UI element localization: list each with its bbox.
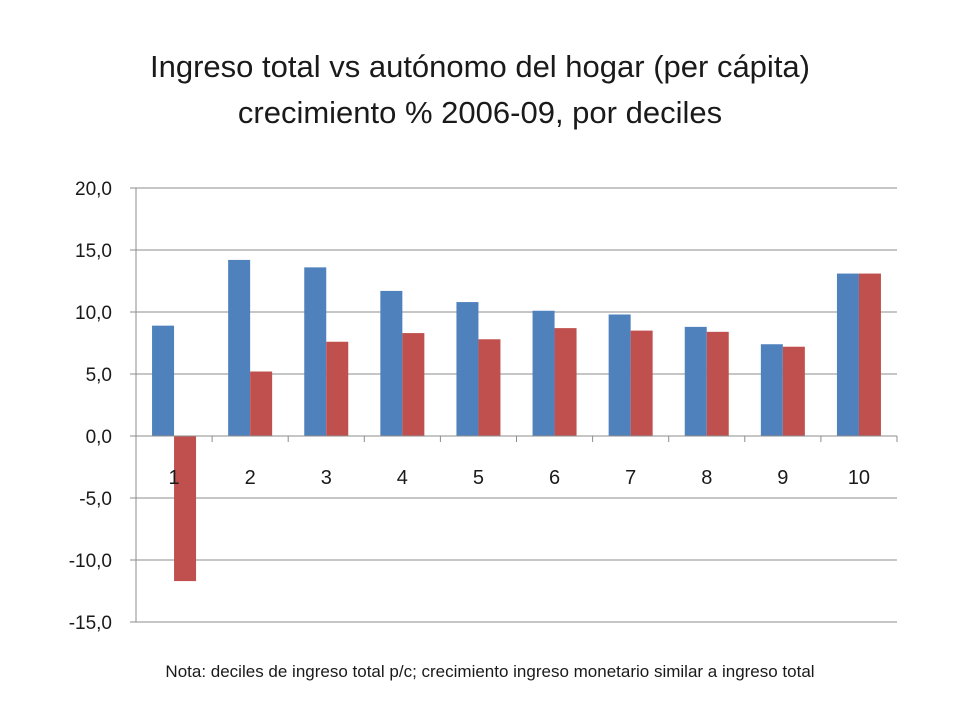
bar-series-2 xyxy=(630,330,653,436)
bar-series-2 xyxy=(858,273,881,436)
bar-series-2 xyxy=(554,328,577,436)
y-tick-label: -15,0 xyxy=(69,613,112,634)
bar-series-1 xyxy=(836,273,859,436)
x-category-label: 7 xyxy=(625,467,636,489)
y-tick-label: 10,0 xyxy=(75,303,112,324)
bar-series-1 xyxy=(152,325,175,436)
chart-note: Nota: deciles de ingreso total p/c; crec… xyxy=(165,662,815,681)
x-category-label: 1 xyxy=(168,467,179,489)
x-category-label: 5 xyxy=(473,467,484,489)
bar-series-2 xyxy=(478,339,501,436)
x-category-label: 6 xyxy=(549,467,560,489)
bar-series-1 xyxy=(228,259,251,436)
x-category-label: 8 xyxy=(701,467,712,489)
bar-series-1 xyxy=(608,314,631,436)
y-tick-label: -5,0 xyxy=(79,489,112,510)
chart-title-line-1: Ingreso total vs autónomo del hogar (per… xyxy=(150,49,810,84)
bar-series-1 xyxy=(532,310,555,436)
bar-series-2 xyxy=(402,333,425,436)
bar-series-1 xyxy=(760,344,783,436)
bar-series-1 xyxy=(456,302,479,436)
bar-series-1 xyxy=(684,326,707,436)
bar-series-2 xyxy=(782,346,805,436)
bar-series-2 xyxy=(706,331,729,436)
bar-series-1 xyxy=(380,290,403,436)
y-tick-label: 5,0 xyxy=(86,365,112,386)
x-category-label: 4 xyxy=(397,467,408,489)
y-tick-label: 15,0 xyxy=(75,241,112,262)
x-category-label: 2 xyxy=(245,467,256,489)
x-category-label: 3 xyxy=(321,467,332,489)
y-tick-label: -10,0 xyxy=(69,551,112,572)
y-tick-label: 0,0 xyxy=(86,427,112,448)
y-tick-label: 20,0 xyxy=(75,179,112,200)
chart-title: Ingreso total vs autónomo del hogar (per… xyxy=(0,44,960,136)
x-category-label: 10 xyxy=(848,467,870,489)
chart-title-line-2: crecimiento % 2006-09, por deciles xyxy=(237,95,723,130)
bar-series-2 xyxy=(326,341,349,436)
bar-series-2 xyxy=(174,436,197,582)
x-category-label: 9 xyxy=(777,467,788,489)
bar-series-1 xyxy=(304,267,327,436)
bar-series-2 xyxy=(250,371,273,436)
